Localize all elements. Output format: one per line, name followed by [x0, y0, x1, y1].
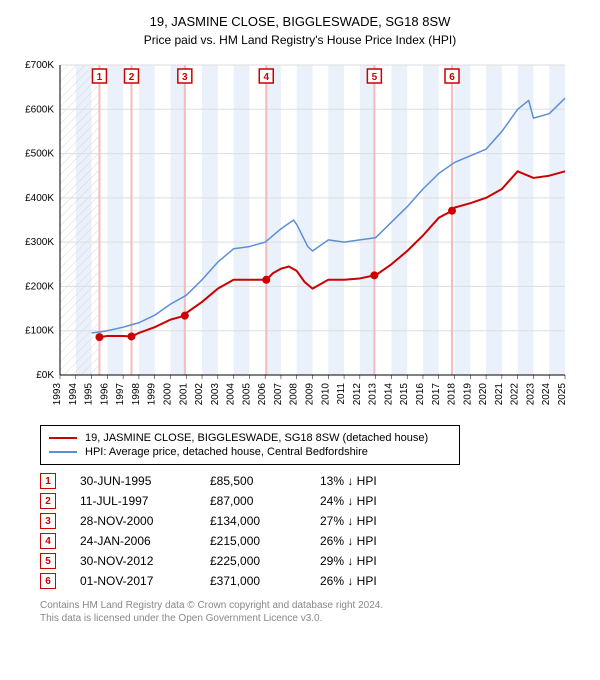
svg-text:1997: 1997: [115, 383, 126, 406]
legend-row-property: 19, JASMINE CLOSE, BIGGLESWADE, SG18 8SW…: [49, 432, 451, 444]
sales-row: 6 01-NOV-2017 £371,000 26% ↓ HPI: [40, 573, 590, 589]
sale-delta: 24% ↓ HPI: [320, 494, 440, 508]
sale-marker-box: 5: [40, 553, 56, 569]
svg-text:£700K: £700K: [25, 60, 54, 71]
legend-swatch-property: [49, 437, 77, 439]
svg-text:2016: 2016: [415, 383, 426, 406]
svg-text:£600K: £600K: [25, 104, 54, 115]
sale-date: 24-JAN-2006: [80, 534, 200, 548]
sales-row: 3 28-NOV-2000 £134,000 27% ↓ HPI: [40, 513, 590, 529]
sale-price: £371,000: [210, 574, 310, 588]
sales-row: 5 30-NOV-2012 £225,000 29% ↓ HPI: [40, 553, 590, 569]
sale-delta: 29% ↓ HPI: [320, 554, 440, 568]
svg-text:2023: 2023: [525, 383, 536, 406]
sale-marker-box: 4: [40, 533, 56, 549]
sale-marker-box: 1: [40, 473, 56, 489]
svg-text:2010: 2010: [320, 383, 331, 406]
svg-text:6: 6: [449, 72, 455, 83]
sale-price: £225,000: [210, 554, 310, 568]
svg-text:2021: 2021: [494, 383, 505, 406]
sale-marker-box: 6: [40, 573, 56, 589]
svg-text:£200K: £200K: [25, 281, 54, 292]
sales-row: 2 11-JUL-1997 £87,000 24% ↓ HPI: [40, 493, 590, 509]
sales-table: 1 30-JUN-1995 £85,500 13% ↓ HPI 2 11-JUL-1997…: [40, 473, 590, 589]
svg-text:2013: 2013: [368, 383, 379, 406]
legend-swatch-hpi: [49, 451, 77, 453]
svg-text:£300K: £300K: [25, 237, 54, 248]
price-chart: £0K £100K £200K £300K £400K £500K £600K £700K 19…: [10, 55, 570, 415]
svg-text:2008: 2008: [289, 383, 300, 406]
legend-label-hpi: HPI: Average price, detached house, Cent…: [85, 446, 368, 458]
svg-text:2025: 2025: [557, 383, 568, 406]
svg-text:2004: 2004: [226, 383, 237, 406]
svg-text:£0K: £0K: [36, 370, 54, 381]
footer-line-1: Contains HM Land Registry data © Crown c…: [40, 599, 590, 612]
sale-date: 30-JUN-1995: [80, 474, 200, 488]
svg-text:1: 1: [97, 72, 103, 83]
svg-text:1996: 1996: [99, 383, 110, 406]
sale-date: 30-NOV-2012: [80, 554, 200, 568]
svg-text:2019: 2019: [462, 383, 473, 406]
svg-text:2001: 2001: [178, 383, 189, 406]
svg-text:2011: 2011: [336, 383, 347, 405]
legend: 19, JASMINE CLOSE, BIGGLESWADE, SG18 8SW…: [40, 425, 460, 465]
sale-date: 28-NOV-2000: [80, 514, 200, 528]
sale-price: £87,000: [210, 494, 310, 508]
sale-delta: 26% ↓ HPI: [320, 534, 440, 548]
chart-area: £0K £100K £200K £300K £400K £500K £600K £700K 19…: [10, 55, 590, 415]
svg-text:5: 5: [372, 72, 378, 83]
footer-note: Contains HM Land Registry data © Crown c…: [40, 599, 590, 625]
sale-price: £85,500: [210, 474, 310, 488]
svg-text:1999: 1999: [147, 383, 158, 406]
svg-text:2005: 2005: [241, 383, 252, 406]
svg-text:2007: 2007: [273, 383, 284, 406]
sale-date: 01-NOV-2017: [80, 574, 200, 588]
svg-text:2017: 2017: [431, 383, 442, 406]
svg-text:1993: 1993: [52, 383, 63, 406]
svg-text:2000: 2000: [162, 383, 173, 406]
sale-delta: 27% ↓ HPI: [320, 514, 440, 528]
svg-text:2022: 2022: [510, 383, 521, 406]
sale-marker-box: 2: [40, 493, 56, 509]
sale-price: £215,000: [210, 534, 310, 548]
svg-text:3: 3: [182, 72, 188, 83]
sales-row: 1 30-JUN-1995 £85,500 13% ↓ HPI: [40, 473, 590, 489]
sale-marker-box: 3: [40, 513, 56, 529]
svg-text:4: 4: [263, 72, 269, 83]
svg-text:2009: 2009: [305, 383, 316, 406]
sale-delta: 26% ↓ HPI: [320, 574, 440, 588]
svg-text:2020: 2020: [478, 383, 489, 406]
svg-text:2014: 2014: [383, 383, 394, 406]
svg-text:1994: 1994: [68, 383, 79, 406]
sale-delta: 13% ↓ HPI: [320, 474, 440, 488]
svg-text:2012: 2012: [352, 383, 363, 406]
svg-text:2002: 2002: [194, 383, 205, 406]
svg-text:2018: 2018: [447, 383, 458, 406]
svg-text:2003: 2003: [210, 383, 221, 406]
chart-container: 19, JASMINE CLOSE, BIGGLESWADE, SG18 8SW…: [10, 14, 590, 625]
svg-text:2024: 2024: [541, 383, 552, 406]
legend-row-hpi: HPI: Average price, detached house, Cent…: [49, 446, 451, 458]
footer-line-2: This data is licensed under the Open Gov…: [40, 612, 590, 625]
svg-text:£100K: £100K: [25, 326, 54, 337]
svg-text:2006: 2006: [257, 383, 268, 406]
svg-text:1995: 1995: [84, 383, 95, 406]
svg-text:£500K: £500K: [25, 149, 54, 160]
legend-label-property: 19, JASMINE CLOSE, BIGGLESWADE, SG18 8SW…: [85, 432, 428, 444]
sale-date: 11-JUL-1997: [80, 494, 200, 508]
sale-price: £134,000: [210, 514, 310, 528]
sales-row: 4 24-JAN-2006 £215,000 26% ↓ HPI: [40, 533, 590, 549]
svg-text:1998: 1998: [131, 383, 142, 406]
chart-subtitle: Price paid vs. HM Land Registry's House …: [10, 33, 590, 47]
chart-title: 19, JASMINE CLOSE, BIGGLESWADE, SG18 8SW: [10, 14, 590, 29]
svg-text:£400K: £400K: [25, 193, 54, 204]
svg-text:2015: 2015: [399, 383, 410, 406]
svg-text:2: 2: [129, 72, 135, 83]
